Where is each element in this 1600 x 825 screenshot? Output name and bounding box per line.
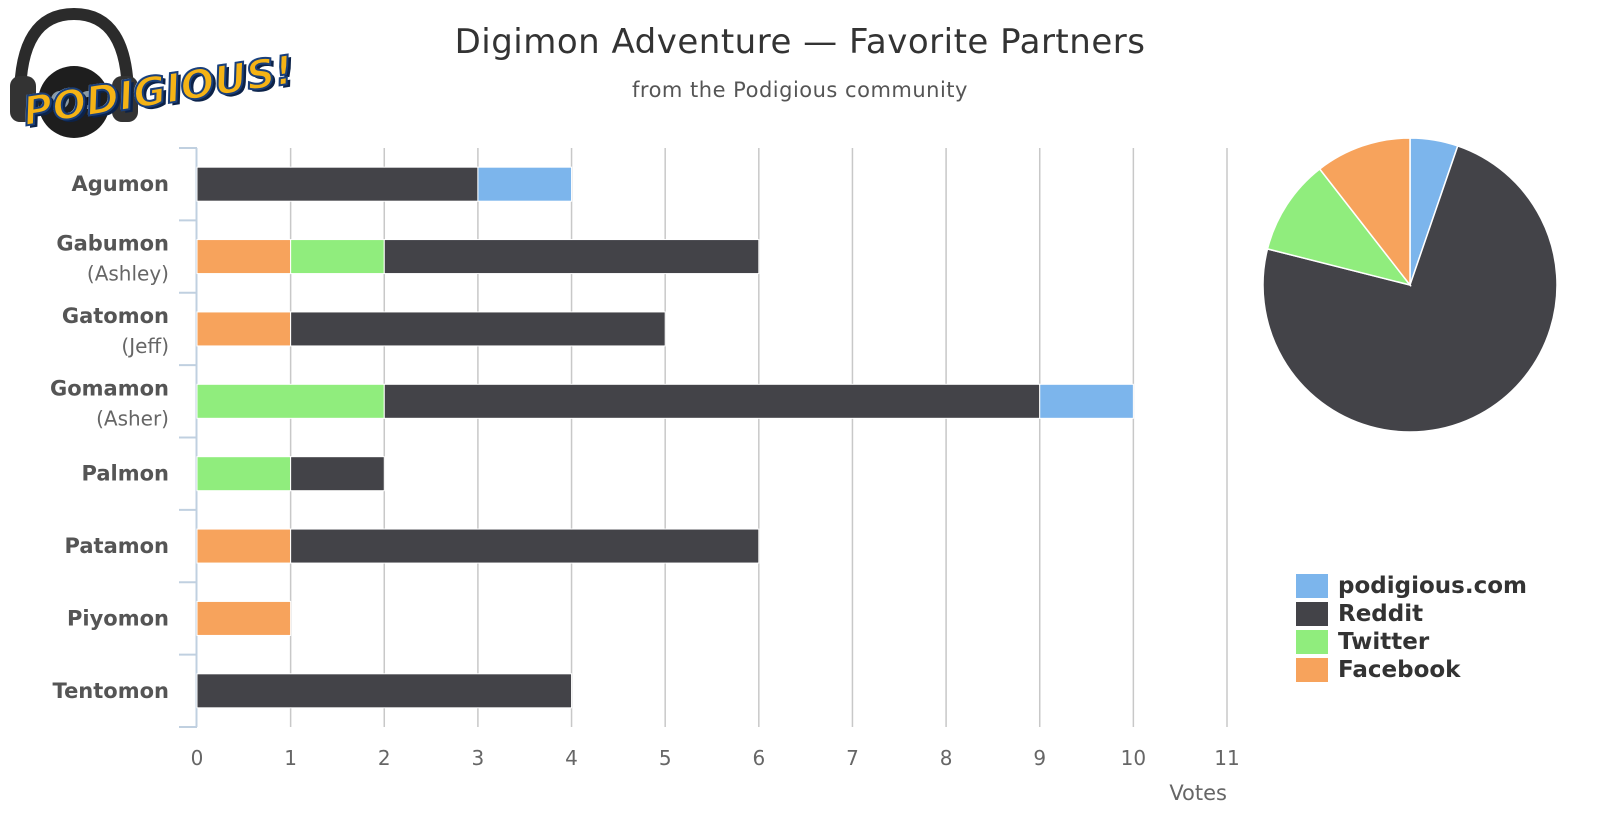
x-tick-label: 5 <box>659 746 672 770</box>
bar-segment <box>196 239 292 275</box>
bar-segment <box>196 528 292 564</box>
legend-label: Facebook <box>1338 657 1461 683</box>
category-label: Patamon <box>65 534 169 558</box>
x-tick-label: 4 <box>565 746 578 770</box>
pie-slice <box>1318 137 1411 288</box>
category-note: (Ashley) <box>87 262 169 286</box>
legend-swatch <box>1296 574 1328 598</box>
x-tick-label: 7 <box>846 746 859 770</box>
category-label: Palmon <box>82 462 169 486</box>
x-tick-label: 3 <box>472 746 485 770</box>
pie-slice <box>1266 167 1412 287</box>
legend-swatch <box>1296 630 1328 654</box>
x-tick-label: 2 <box>378 746 391 770</box>
legend-item-facebook[interactable]: Facebook <box>1296 656 1527 684</box>
legend-item-reddit[interactable]: Reddit <box>1296 600 1527 628</box>
category-label: Gabumon <box>56 232 169 256</box>
legend-label: podigious.com <box>1338 573 1527 599</box>
legend-label: Twitter <box>1338 629 1430 655</box>
headphones-mascot-icon <box>10 7 138 138</box>
bar-segment <box>290 239 385 275</box>
legend-swatch <box>1296 658 1328 682</box>
bar-segment <box>290 456 385 492</box>
x-axis-title: Votes <box>1169 781 1227 805</box>
x-tick-label: 8 <box>940 746 953 770</box>
bar-segment <box>196 456 292 492</box>
bar-segment <box>383 383 1041 419</box>
chart-title: Digimon Adventure — Favorite Partners <box>454 22 1146 62</box>
legend-label: Reddit <box>1338 601 1424 627</box>
bar-segment <box>196 600 292 636</box>
x-tick-label: 6 <box>752 746 765 770</box>
bar-segment <box>196 673 573 709</box>
legend-swatch <box>1296 602 1328 626</box>
x-tick-label: 11 <box>1214 746 1239 770</box>
podigious-logo: PODIGIOUS! <box>6 6 306 176</box>
x-tick-label: 1 <box>284 746 297 770</box>
category-label: Piyomon <box>67 606 169 630</box>
bar-segment <box>1039 383 1134 419</box>
category-label: Agumon <box>72 172 170 196</box>
x-tick-label: 9 <box>1033 746 1046 770</box>
category-note: (Asher) <box>96 406 169 430</box>
category-note: (Jeff) <box>121 334 169 358</box>
bar-segment <box>196 166 479 202</box>
x-tick-label: 0 <box>191 746 204 770</box>
chart-subtitle: from the Podigious community <box>632 78 968 102</box>
bar-segment <box>383 239 760 275</box>
bar-segment <box>290 311 666 347</box>
legend-item-podigious[interactable]: podigious.com <box>1296 572 1527 600</box>
legend-item-twitter[interactable]: Twitter <box>1296 628 1527 656</box>
bar-segment <box>290 528 760 564</box>
bar-segment <box>196 311 292 347</box>
bar-segment <box>196 383 385 419</box>
pie-slice <box>1262 145 1558 433</box>
category-label: Tentomon <box>53 679 169 703</box>
chart-legend: podigious.com Reddit Twitter Facebook <box>1296 572 1527 684</box>
bar-segment <box>477 166 573 202</box>
x-tick-label: 10 <box>1121 746 1146 770</box>
category-label: Gatomon <box>62 304 169 328</box>
category-label: Gomamon <box>50 376 169 400</box>
